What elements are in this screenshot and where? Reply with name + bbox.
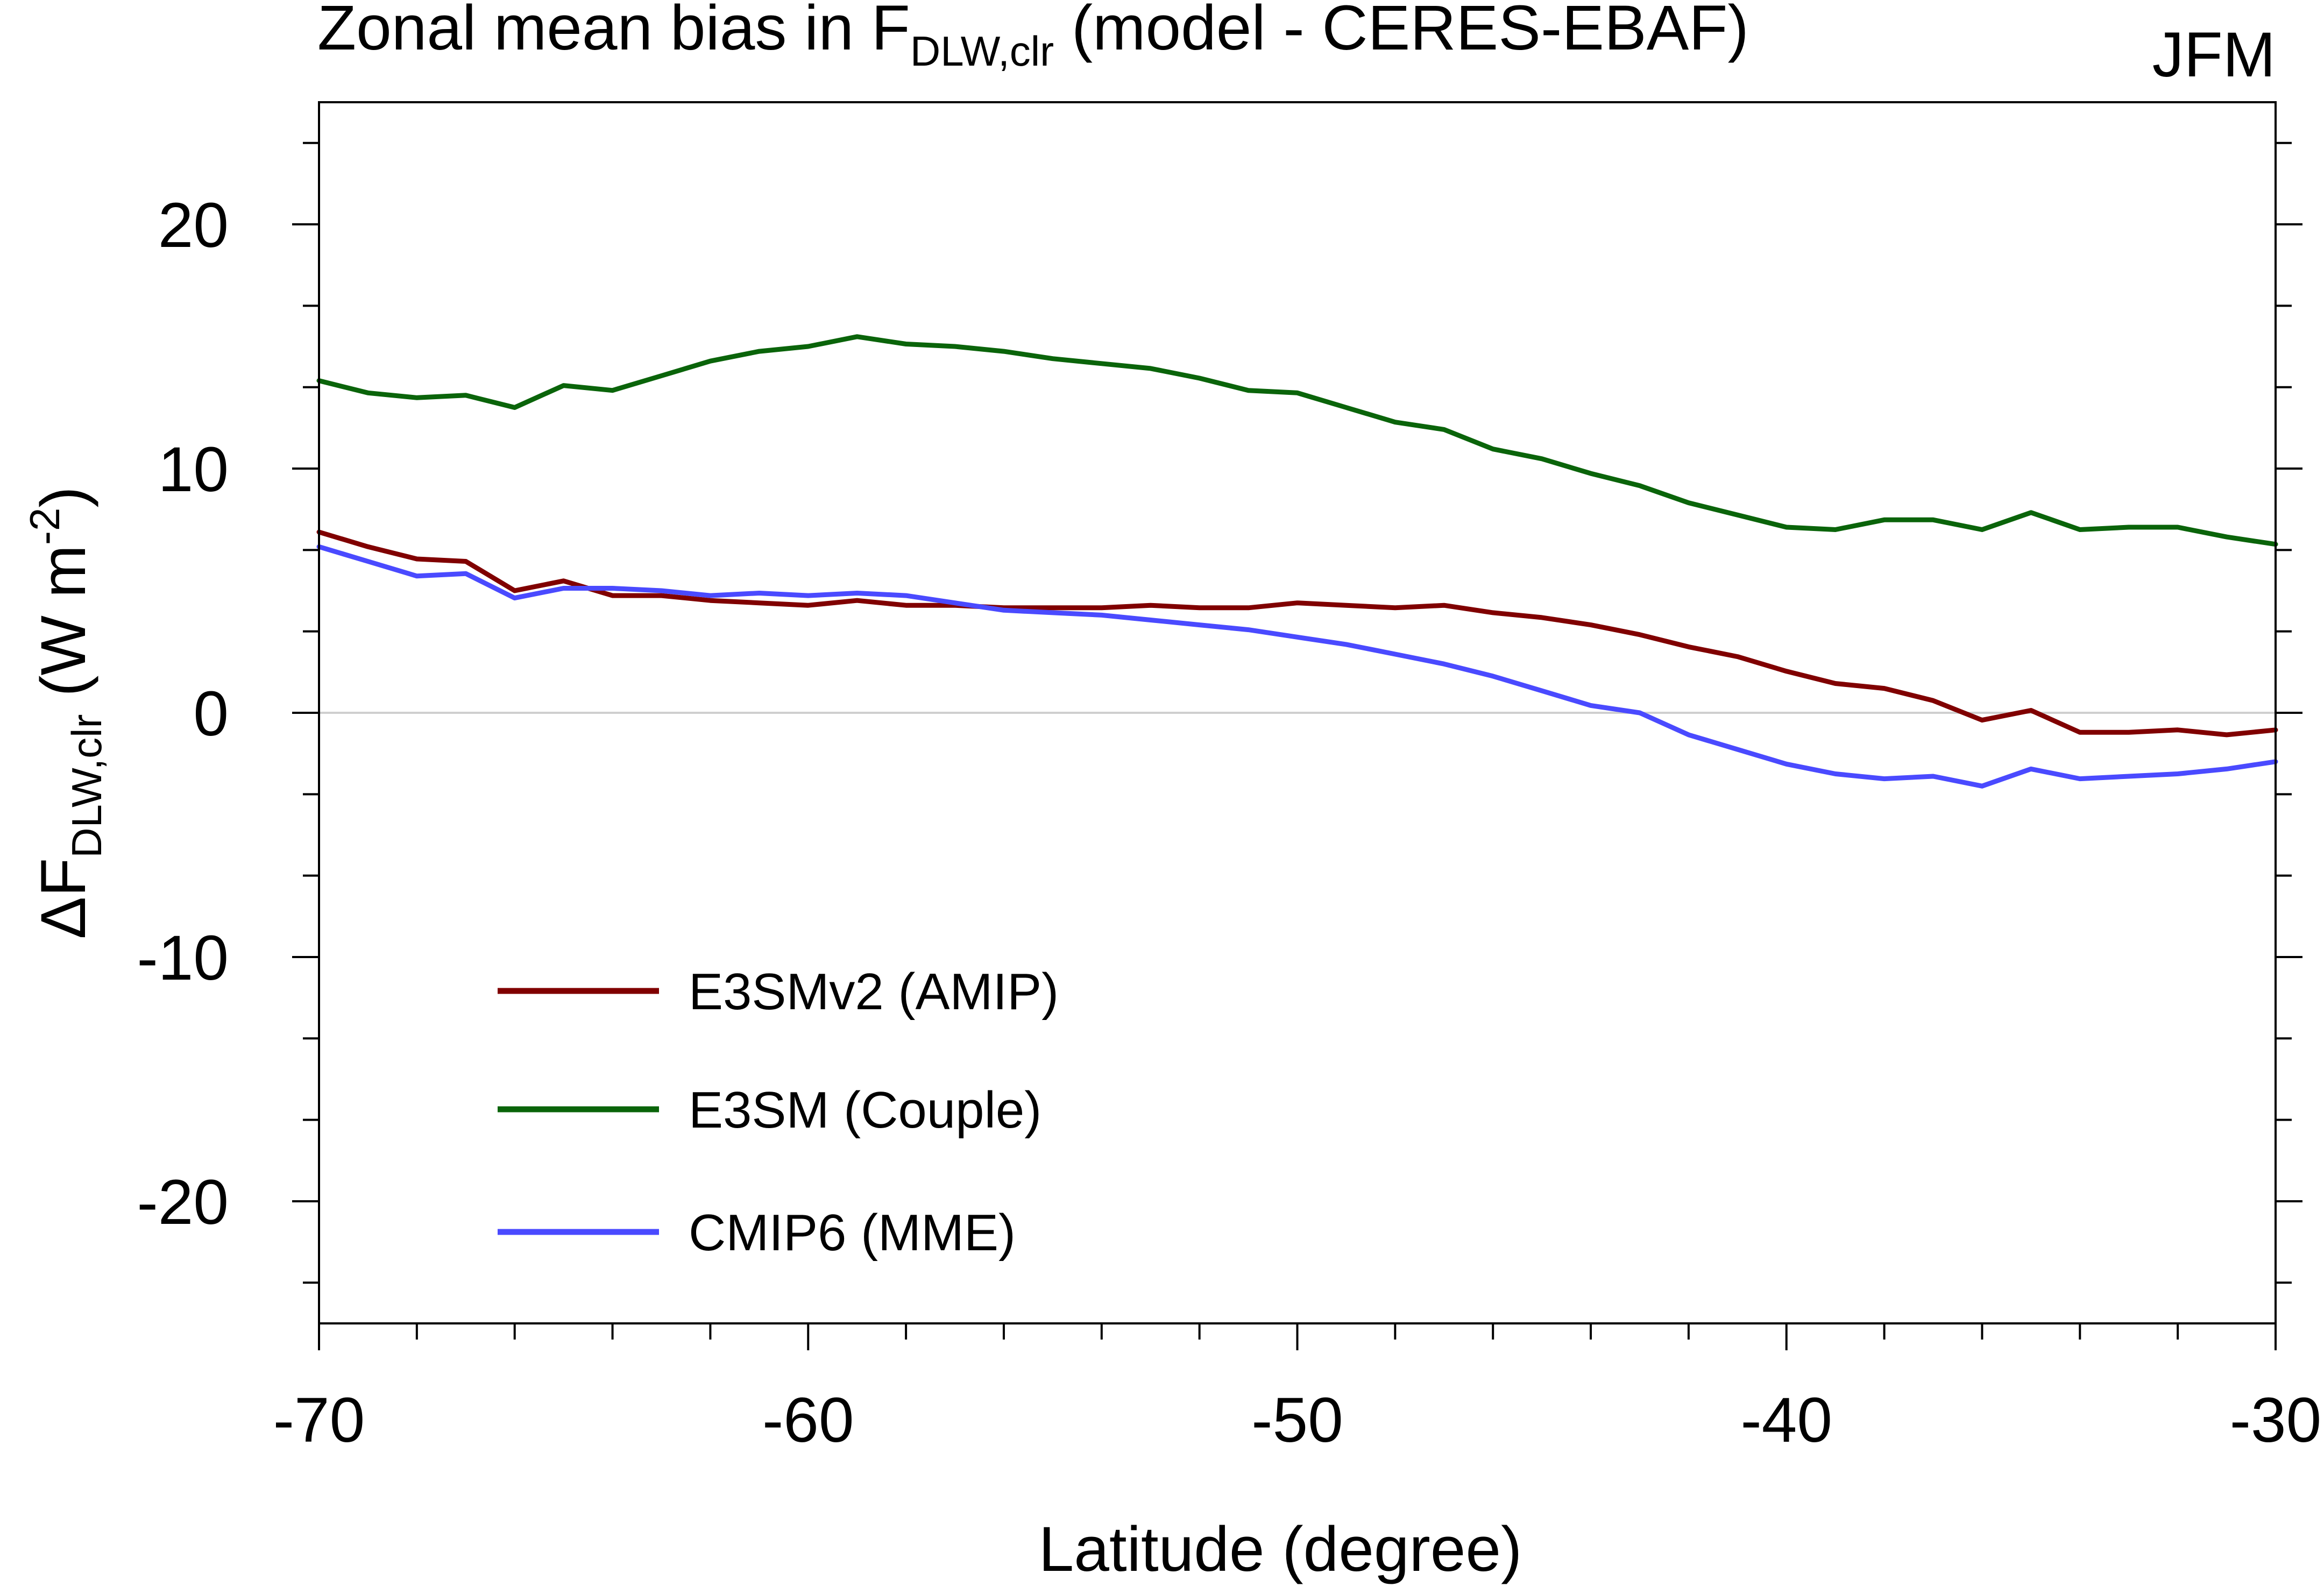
y-tick-label: 0 — [193, 678, 229, 749]
chart-title-subscript: DLW,clr — [910, 27, 1054, 75]
y-axis-title-subscript: DLW,clr — [63, 714, 110, 858]
plot-area — [292, 101, 2302, 1350]
y-tick-label: 20 — [158, 190, 229, 261]
x-tick-label: -50 — [1251, 1385, 1343, 1456]
y-axis-title-superscript: -2 — [21, 508, 68, 545]
x-tick-label: -30 — [2230, 1385, 2322, 1456]
chart-title: Zonal mean bias in FDLW,clr (model - CER… — [317, 0, 1749, 75]
x-tick-label: -60 — [762, 1385, 854, 1456]
series-line-0 — [316, 529, 2278, 738]
axis-ticks — [292, 141, 2302, 1350]
x-tick-label: -70 — [273, 1385, 365, 1456]
y-tick-label: -20 — [137, 1167, 229, 1238]
y-axis-title-unit: (W m — [28, 545, 99, 714]
y-axis-title: ΔFDLW,clr (W m-2) — [21, 486, 110, 939]
y-axis-title-prefix: ΔF — [28, 858, 99, 939]
series-group — [316, 334, 2278, 789]
legend-label-e3sm-couple: E3SM (Couple) — [689, 1081, 1041, 1139]
x-axis-title: Latitude (degree) — [1039, 1514, 1522, 1585]
y-tick-label: -10 — [137, 923, 229, 994]
series-line-1 — [316, 334, 2278, 547]
series-line-2 — [316, 544, 2278, 789]
legend-label-e3smv2-amip: E3SMv2 (AMIP) — [689, 963, 1059, 1021]
legend: E3SMv2 (AMIP) E3SM (Couple) CMIP6 (MME) — [498, 963, 1059, 1262]
y-axis-title-unit-close: ) — [28, 486, 99, 507]
x-tick-label: -40 — [1740, 1385, 1832, 1456]
y-tick-label: 10 — [158, 434, 229, 505]
chart-title-suffix: (model - CERES-EBAF) — [1054, 0, 1749, 63]
legend-label-cmip6-mme: CMIP6 (MME) — [689, 1204, 1016, 1262]
chart-title-prefix: Zonal mean bias in F — [317, 0, 910, 63]
season-label: JFM — [2152, 19, 2276, 90]
